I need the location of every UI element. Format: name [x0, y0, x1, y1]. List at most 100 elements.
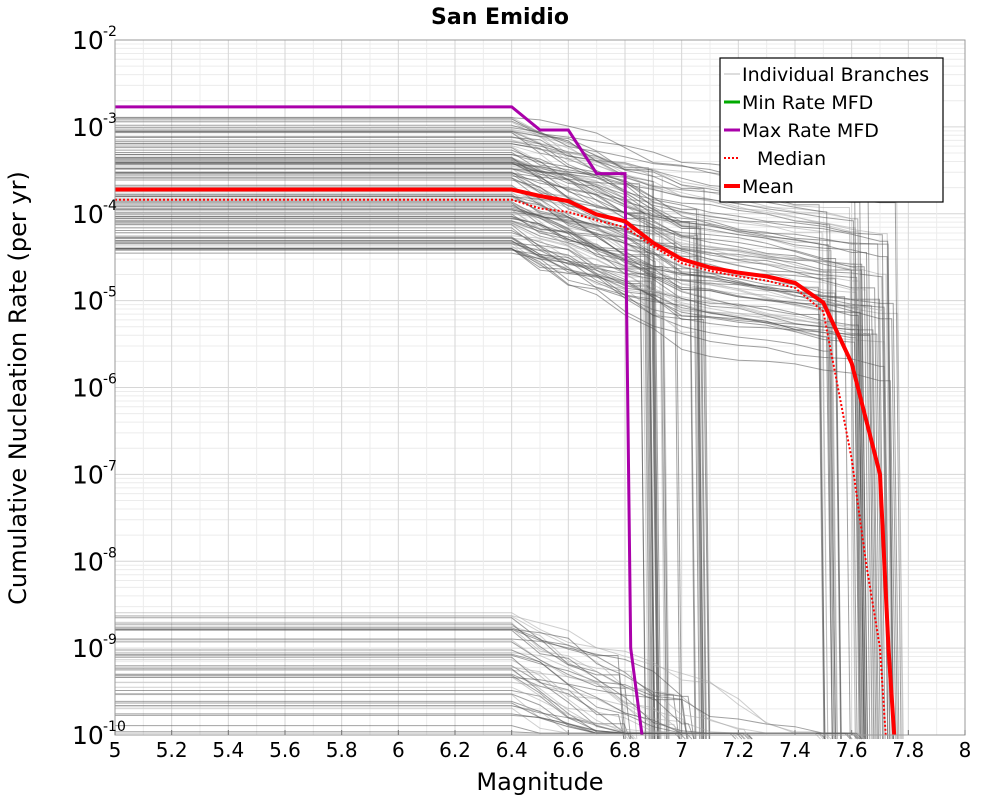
branch-line [115, 121, 856, 740]
y-axis-label: Cumulative Nucleation Rate (per yr) [4, 171, 32, 605]
branch-line [115, 164, 826, 740]
x-tick-label: 7.2 [722, 738, 754, 762]
branch-line [115, 159, 860, 740]
branch-line [115, 213, 652, 740]
branch-line [115, 145, 666, 740]
legend: Individual Branches Min Rate MFD Max Rate … [719, 57, 944, 203]
legend-label: Mean [742, 176, 794, 198]
y-tick-exponent: -5 [103, 285, 117, 301]
branch-line [115, 207, 660, 740]
x-tick-label: 5 [109, 738, 122, 762]
x-tick-label: 5.8 [326, 738, 358, 762]
y-tick-exponent: -4 [103, 198, 117, 214]
branch-line [115, 162, 706, 740]
individual-branches [115, 116, 904, 740]
y-tick-label: 10 [72, 287, 104, 316]
x-tick-label: 8 [959, 738, 972, 762]
branch-line [115, 638, 688, 740]
y-tick-label: 10 [72, 721, 104, 750]
legend-label: Max Rate MFD [742, 120, 879, 142]
branch-line [115, 193, 866, 740]
x-tick-label: 7.4 [779, 738, 811, 762]
x-tick-label: 5.2 [156, 738, 188, 762]
branch-line [115, 197, 863, 740]
x-tick-label: 6.4 [496, 738, 528, 762]
branch-line [115, 172, 654, 740]
branch-line [115, 127, 711, 740]
branch-line [115, 196, 705, 740]
branch-line [115, 641, 632, 740]
chart-title: San Emidio [431, 5, 569, 30]
branch-line [115, 627, 750, 740]
branch-line [115, 217, 697, 740]
y-tick-exponent: -2 [103, 24, 117, 40]
branch-line [115, 175, 703, 740]
branch-line [115, 242, 703, 740]
x-tick-label: 6.6 [552, 738, 584, 762]
branch-line [115, 615, 824, 740]
max-rate-mfd-line [115, 105, 644, 735]
y-tick-label: 10 [72, 460, 104, 489]
legend-box [719, 57, 944, 203]
branch-line [115, 202, 886, 740]
x-tick-label: 6 [392, 738, 405, 762]
legend-label: Individual Branches [742, 64, 929, 86]
branch-line [115, 194, 683, 740]
x-tick-label: 6.2 [439, 738, 471, 762]
branch-line [115, 184, 842, 740]
plot-frame [114, 39, 966, 736]
x-tick-label: 6.8 [609, 738, 641, 762]
y-tick-exponent: -9 [103, 632, 117, 648]
x-tick-label: 7.6 [836, 738, 868, 762]
branch-line [115, 247, 835, 740]
branch-line [115, 714, 749, 740]
branch-line [115, 156, 868, 740]
branch-line [115, 623, 626, 740]
branch-line [115, 617, 680, 740]
median-line [115, 198, 887, 735]
branch-line [115, 158, 704, 740]
y-tick-exponent: -6 [103, 372, 117, 388]
x-axis-ticks: 5 5.2 5.4 5.6 5.8 6 6.2 6.4 6.6 6.8 7 7.2 7.4 7.6 7.8 8 [109, 730, 972, 762]
branch-line [115, 168, 866, 740]
x-tick-label: 7 [675, 738, 688, 762]
x-tick-label: 5.6 [269, 738, 301, 762]
y-tick-label: 10 [72, 200, 104, 229]
y-tick-exponent: -10 [103, 719, 126, 735]
y-tick-exponent: -3 [103, 111, 117, 127]
branch-line [115, 240, 826, 740]
y-tick-label: 10 [72, 26, 104, 55]
branch-line [115, 159, 839, 740]
branch-line [115, 248, 833, 740]
x-tick-label: 7.8 [892, 738, 924, 762]
branch-line [115, 227, 647, 740]
y-axis-ticks: 10-210-310-410-510-610-710-810-910-10 [72, 24, 126, 750]
branch-line [115, 128, 894, 740]
branch-line [115, 209, 898, 740]
branch-line [115, 252, 865, 740]
branch-line [115, 168, 894, 740]
branch-line [115, 172, 858, 740]
legend-label: Min Rate MFD [742, 92, 873, 114]
branch-line [115, 628, 695, 740]
branch-line [115, 130, 833, 740]
branch-line [115, 209, 863, 740]
y-tick-label: 10 [72, 634, 104, 663]
branch-line [115, 143, 889, 740]
branch-line [115, 653, 695, 740]
legend-label: Median [757, 148, 826, 170]
y-tick-label: 10 [72, 547, 104, 576]
mean-line [115, 187, 897, 735]
branch-line [115, 212, 891, 740]
y-tick-label: 10 [72, 374, 104, 403]
series-layer [115, 105, 897, 735]
branch-line [115, 208, 655, 740]
x-axis-label: Magnitude [476, 768, 603, 796]
y-tick-label: 10 [72, 113, 104, 142]
branch-line [115, 612, 829, 740]
y-tick-exponent: -7 [103, 458, 117, 474]
y-tick-exponent: -8 [103, 545, 117, 561]
branch-line [115, 235, 670, 740]
branch-line [115, 139, 669, 740]
